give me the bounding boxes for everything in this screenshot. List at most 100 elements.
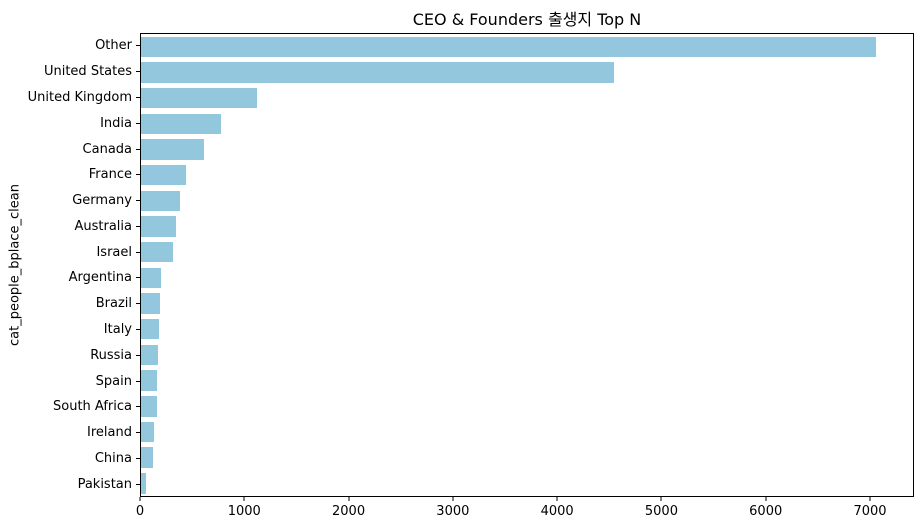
y-tick-mark	[136, 225, 140, 227]
y-tick-label: Argentina	[68, 270, 132, 286]
y-tick-label: South Africa	[53, 399, 132, 415]
y-tick-label: United Kingdom	[27, 89, 132, 105]
x-tick-mark	[765, 497, 767, 501]
bar-canada	[141, 139, 204, 160]
bar-row	[141, 162, 913, 188]
y-tick-mark	[136, 45, 140, 47]
y-tick-row: Argentina	[0, 265, 140, 291]
x-axis: 0 1000 2000 3000 4000 5000 6000 7000	[136, 497, 914, 528]
y-tick-label: Pakistan	[77, 476, 132, 492]
bar-row	[141, 265, 913, 291]
y-tick-mark	[136, 354, 140, 356]
y-tick-row: India	[0, 110, 140, 136]
x-tick-label: 7000	[853, 504, 887, 519]
y-tick-mark	[136, 200, 140, 202]
y-tick-row: France	[0, 162, 140, 188]
chart-title: CEO & Founders 출생지 Top N	[412, 10, 642, 29]
y-tick-label: Spain	[95, 373, 132, 389]
bar-argentina	[141, 267, 162, 289]
bar-row	[141, 419, 913, 445]
y-tick-row: Spain	[0, 368, 140, 394]
y-tick-mark	[136, 71, 140, 73]
x-tick-mark	[243, 497, 245, 501]
x-tick-mark	[348, 497, 350, 501]
y-tick-label: Ireland	[87, 425, 132, 441]
y-tick-mark	[136, 122, 140, 124]
bar-united-states	[141, 62, 615, 83]
bar-row	[141, 188, 913, 214]
y-tick-mark	[136, 432, 140, 434]
bar-india	[141, 113, 222, 135]
x-tick-label: 0	[135, 504, 145, 519]
bar-row	[141, 445, 913, 471]
bar-row	[141, 316, 913, 342]
x-tick-mark	[139, 497, 141, 501]
x-tick-label: 5000	[644, 504, 678, 519]
bar-row	[141, 342, 913, 368]
bar-row	[141, 111, 913, 137]
bar-brazil	[141, 293, 161, 314]
bar-row	[141, 214, 913, 240]
y-tick-mark	[136, 96, 140, 98]
x-tick-mark	[556, 497, 558, 501]
bar-row	[141, 85, 913, 111]
y-tick-row: Australia	[0, 213, 140, 239]
bar-row	[141, 291, 913, 317]
y-tick-mark	[136, 457, 140, 459]
x-tick-label: 1000	[227, 504, 261, 519]
bar-spain	[141, 370, 158, 391]
bar-france	[141, 164, 186, 186]
bar-ireland	[141, 421, 154, 443]
y-tick-label: Germany	[72, 193, 132, 209]
bar-pakistan	[141, 472, 147, 494]
y-tick-row: United States	[0, 59, 140, 85]
y-tick-label: India	[100, 115, 132, 131]
y-tick-row: Other	[0, 33, 140, 59]
bar-row	[141, 137, 913, 163]
y-tick-label: Israel	[96, 244, 132, 260]
x-tick-mark	[869, 497, 871, 501]
y-tick-mark	[136, 277, 140, 279]
y-tick-row: Canada	[0, 136, 140, 162]
bar-row	[141, 60, 913, 86]
y-tick-row: South Africa	[0, 394, 140, 420]
x-tick-label: 3000	[436, 504, 470, 519]
y-tick-row: Israel	[0, 239, 140, 265]
bar-south-africa	[141, 395, 157, 417]
bar-russia	[141, 344, 159, 366]
y-tick-label: Other	[95, 38, 132, 54]
x-tick-label: 2000	[332, 504, 366, 519]
bar-china	[141, 447, 153, 468]
y-tick-mark	[136, 380, 140, 382]
y-tick-label: China	[94, 450, 132, 466]
y-tick-mark	[136, 483, 140, 485]
y-tick-label: France	[88, 167, 132, 183]
x-tick-label: 4000	[540, 504, 574, 519]
x-tick-mark	[660, 497, 662, 501]
y-tick-row: United Kingdom	[0, 85, 140, 111]
y-tick-label: United States	[43, 64, 132, 80]
bar-australia	[141, 216, 176, 237]
y-tick-row: Italy	[0, 317, 140, 343]
bar-italy	[141, 318, 160, 340]
y-tick-row: Ireland	[0, 420, 140, 446]
y-tick-mark	[136, 303, 140, 305]
y-tick-row: Germany	[0, 188, 140, 214]
y-tick-row: Brazil	[0, 291, 140, 317]
y-tick-label: Italy	[103, 321, 132, 337]
y-tick-row: Pakistan	[0, 471, 140, 497]
plot-area	[140, 33, 914, 497]
y-tick-mark	[136, 328, 140, 330]
y-tick-label: Canada	[82, 141, 132, 157]
x-tick-mark	[452, 497, 454, 501]
y-tick-label: Australia	[74, 218, 132, 234]
y-tick-mark	[136, 174, 140, 176]
bar-row	[141, 34, 913, 60]
y-tick-row: China	[0, 446, 140, 472]
bar-row	[141, 368, 913, 394]
y-axis: Other United States United Kingdom India Can…	[0, 33, 140, 497]
y-tick-label: Russia	[90, 347, 132, 363]
bar-row	[141, 239, 913, 265]
bar-israel	[141, 241, 174, 263]
